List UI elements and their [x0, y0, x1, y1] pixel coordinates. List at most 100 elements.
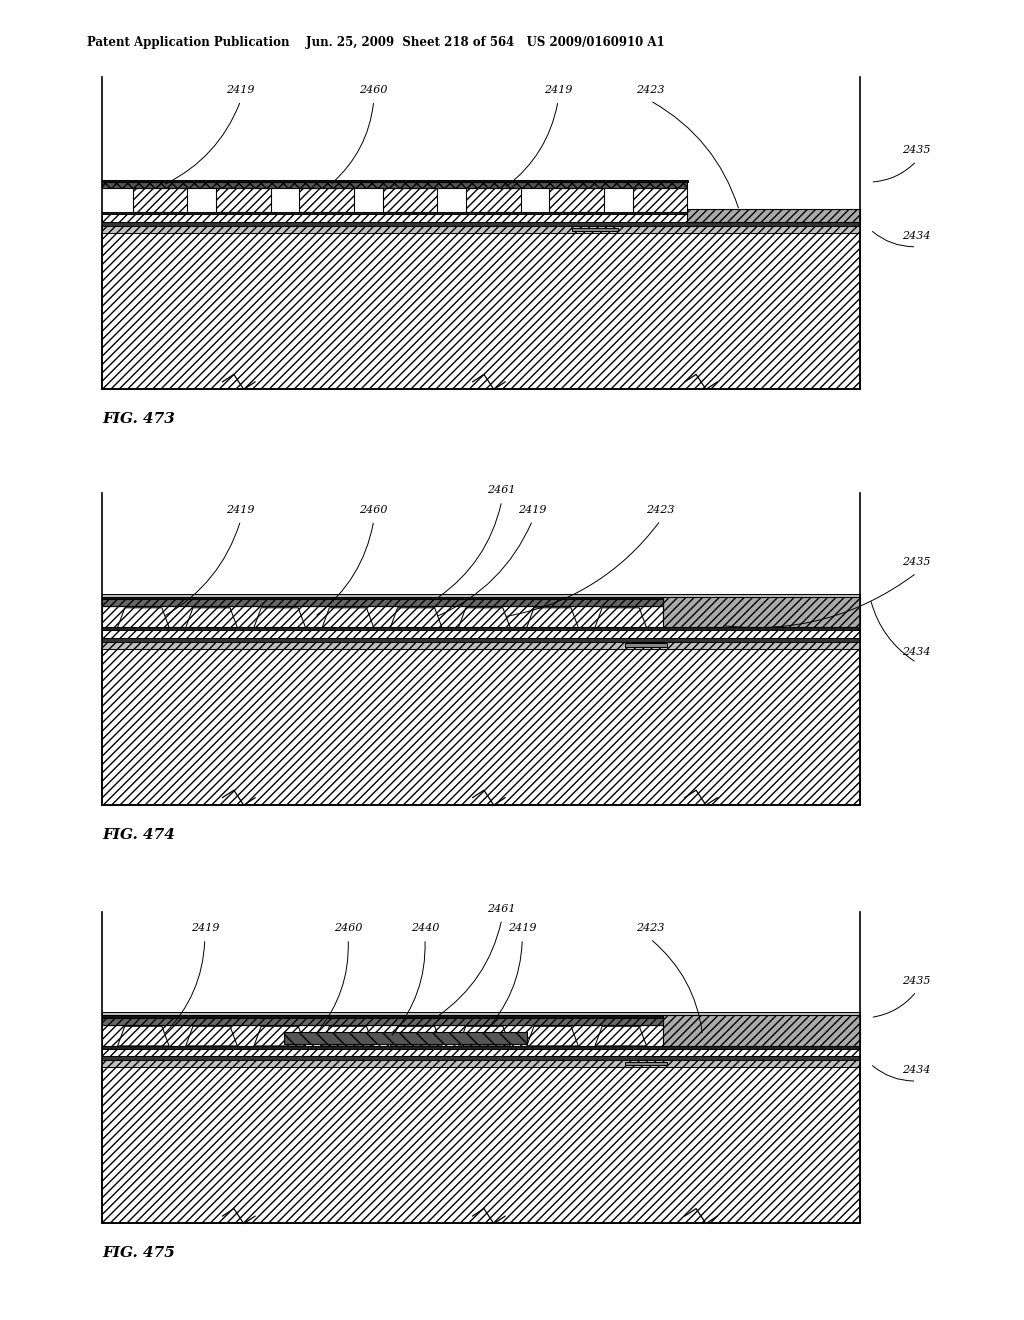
Bar	[102, 226, 860, 234]
Polygon shape	[118, 1026, 169, 1045]
Bar	[664, 597, 860, 627]
Polygon shape	[595, 607, 646, 627]
Bar	[102, 222, 860, 226]
Bar	[102, 627, 860, 630]
Bar	[102, 234, 860, 389]
Polygon shape	[323, 607, 374, 627]
Bar	[102, 1018, 664, 1024]
Bar	[102, 214, 860, 222]
Bar	[285, 1032, 526, 1044]
Polygon shape	[526, 1026, 579, 1045]
Bar	[383, 189, 437, 211]
Polygon shape	[185, 1026, 238, 1045]
Text: Patent Application Publication    Jun. 25, 2009  Sheet 218 of 564   US 2009/0160: Patent Application Publication Jun. 25, …	[87, 36, 665, 49]
Bar	[102, 1048, 860, 1056]
Text: 2435: 2435	[902, 557, 931, 568]
Bar	[102, 649, 860, 805]
Bar	[102, 1018, 664, 1024]
Bar	[216, 189, 270, 211]
Bar	[102, 599, 664, 606]
Polygon shape	[459, 1026, 510, 1045]
Text: 2423: 2423	[636, 84, 665, 95]
Bar	[102, 642, 860, 649]
Bar	[299, 189, 354, 211]
Bar	[102, 1060, 860, 1068]
Bar	[633, 189, 687, 211]
Polygon shape	[526, 607, 579, 627]
Bar	[102, 1060, 860, 1068]
Text: 2419: 2419	[190, 923, 219, 933]
Bar	[102, 638, 860, 642]
Polygon shape	[595, 1026, 646, 1045]
Polygon shape	[254, 607, 305, 627]
Bar	[102, 606, 664, 627]
Polygon shape	[254, 1026, 305, 1045]
Bar	[102, 1015, 664, 1018]
Bar	[383, 189, 437, 211]
Bar	[550, 189, 604, 211]
Text: 2435: 2435	[902, 975, 931, 986]
Text: 2419: 2419	[226, 84, 255, 95]
Bar	[102, 226, 860, 234]
Bar	[133, 189, 187, 211]
Text: 2460: 2460	[334, 923, 362, 933]
Bar	[102, 1048, 860, 1056]
Text: 2419: 2419	[508, 923, 537, 933]
Bar	[102, 1045, 860, 1048]
Polygon shape	[185, 607, 238, 627]
Polygon shape	[118, 607, 169, 627]
Bar	[102, 1024, 664, 1045]
Bar	[102, 649, 860, 805]
Text: 2419: 2419	[518, 504, 547, 515]
Bar	[687, 209, 860, 222]
Text: 2460: 2460	[359, 504, 388, 515]
Bar	[102, 182, 687, 189]
Bar	[133, 189, 187, 211]
Bar	[664, 1015, 860, 1045]
Bar	[664, 597, 860, 627]
Text: 2423: 2423	[636, 923, 665, 933]
Text: FIG. 473: FIG. 473	[102, 412, 175, 426]
Bar	[285, 1032, 526, 1044]
Text: 2435: 2435	[902, 145, 931, 156]
Bar	[102, 1056, 860, 1060]
Bar	[626, 1061, 667, 1065]
Bar	[550, 189, 604, 211]
Bar	[633, 189, 687, 211]
Text: 2434: 2434	[902, 231, 931, 240]
Text: 2461: 2461	[487, 903, 516, 913]
Bar	[216, 189, 270, 211]
Text: 2460: 2460	[359, 84, 388, 95]
Text: FIG. 474: FIG. 474	[102, 828, 175, 842]
Bar	[102, 1068, 860, 1224]
Text: 2461: 2461	[487, 484, 516, 495]
Bar	[299, 189, 354, 211]
Bar	[102, 1024, 664, 1045]
Bar	[687, 209, 860, 222]
Text: 2419: 2419	[544, 84, 572, 95]
Bar	[102, 594, 860, 597]
Polygon shape	[459, 607, 510, 627]
Bar	[102, 606, 664, 627]
Text: 2434: 2434	[902, 1065, 931, 1074]
Bar	[102, 211, 860, 214]
Bar	[102, 182, 687, 189]
Text: 2434: 2434	[902, 647, 931, 657]
Bar	[102, 214, 860, 222]
Bar	[102, 599, 664, 606]
Bar	[572, 228, 617, 231]
Text: 2423: 2423	[646, 504, 675, 515]
Bar	[102, 630, 860, 638]
Text: FIG. 475: FIG. 475	[102, 1246, 175, 1261]
Bar	[102, 1068, 860, 1224]
Polygon shape	[390, 607, 442, 627]
Bar	[626, 643, 667, 647]
Bar	[664, 1015, 860, 1045]
Bar	[102, 1012, 860, 1015]
Bar	[466, 189, 520, 211]
Bar	[466, 189, 520, 211]
Bar	[102, 642, 860, 649]
Bar	[102, 597, 664, 599]
Bar	[102, 180, 688, 182]
Bar	[102, 234, 860, 389]
